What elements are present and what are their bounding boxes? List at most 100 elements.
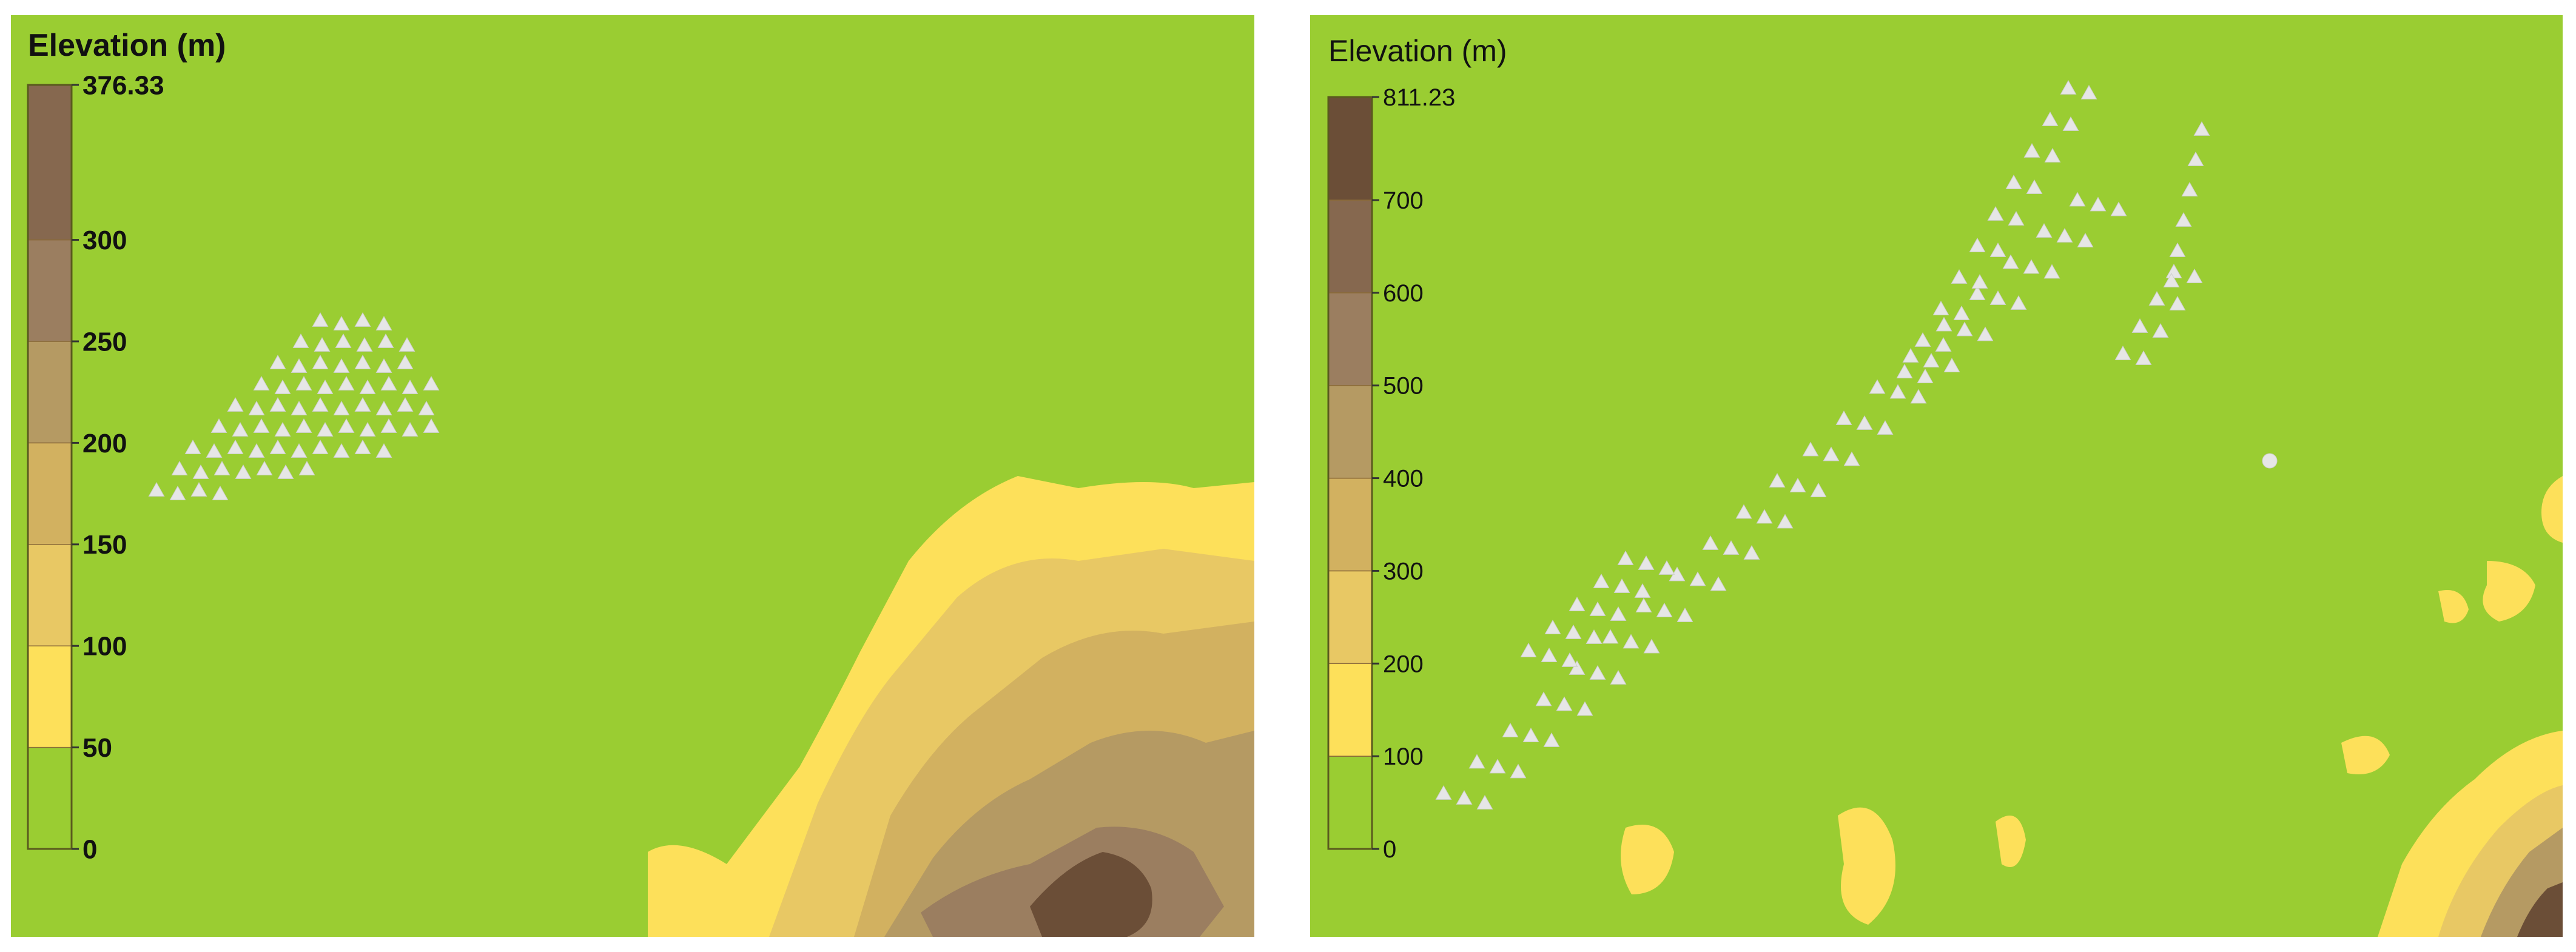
turbine-marker [1593, 573, 1610, 588]
turbine-marker [1602, 629, 1619, 644]
turbine-marker [1589, 601, 1606, 616]
legend-swatch [1328, 384, 1373, 479]
turbine-marker [269, 354, 286, 369]
turbine-marker [212, 485, 229, 500]
turbine-marker [354, 354, 371, 369]
turbine-markers [148, 312, 440, 500]
elevation-zone-100-200 [1621, 825, 1674, 894]
turbine-marker [269, 397, 286, 412]
turbine-marker [356, 337, 373, 352]
turbine-marker [312, 397, 329, 412]
elevation-zone-100-200 [2483, 561, 2535, 622]
turbine-marker [2060, 79, 2077, 95]
turbine-marker [377, 333, 394, 348]
turbine-marker [274, 379, 291, 394]
turbine-marker [1823, 446, 1840, 461]
turbine-marker [291, 443, 308, 458]
turbine-marker [1456, 789, 1473, 805]
turbine-marker [1589, 665, 1606, 680]
turbine-marker [171, 460, 188, 475]
turbine-marker [2114, 345, 2131, 360]
elevation-zone-high [2517, 882, 2563, 937]
turbine-marker [1489, 759, 1506, 774]
elevation-zone-100-200 [1838, 807, 1895, 925]
turbine-marker [1569, 596, 1586, 611]
turbine-marker [2080, 84, 2097, 99]
turbine-marker [1565, 624, 1582, 639]
turbine-marker [214, 460, 230, 475]
legend-tick-label: 200 [1383, 651, 1424, 677]
turbine-marker [277, 464, 294, 479]
legend-tick-label: 50 [82, 733, 112, 763]
turbine-marker [1869, 379, 1886, 394]
legend-swatch [1328, 96, 1373, 201]
legend-swatch [27, 544, 72, 646]
turbine-marker [312, 354, 329, 369]
turbine-marker [2042, 111, 2059, 126]
turbine-marker [192, 464, 209, 479]
turbine-marker [210, 418, 227, 433]
turbine-marker [380, 418, 397, 433]
turbine-marker [399, 337, 415, 352]
legend-swatch [1328, 570, 1373, 665]
turbine-marker [1656, 602, 1673, 617]
turbine-marker [375, 443, 392, 458]
turbine-marker [1935, 337, 1952, 352]
turbine-marker [333, 358, 350, 373]
turbine-marker [253, 418, 270, 433]
turbine-marker [2002, 254, 2019, 269]
turbine-marker [338, 375, 355, 391]
turbine-marker [2169, 242, 2186, 257]
elevation-zone-100-200 [2541, 476, 2563, 543]
turbine-marker [1610, 606, 1627, 621]
elevation-zone-100-200 [1996, 816, 2026, 867]
turbine-marker [1710, 576, 1727, 591]
turbine-marker [333, 400, 350, 415]
turbine-marker [292, 333, 309, 348]
legend-tick-label: 100 [82, 632, 127, 662]
legend-swatch [1328, 477, 1373, 572]
right-map-panel: 811.23 700 600 500 400 300 200 100 0 Elevation (… [1310, 15, 2563, 937]
legend-swatch [1328, 756, 1373, 850]
turbine-marker [2069, 192, 2086, 207]
turbine-marker [2077, 232, 2094, 247]
turbine-marker [1769, 472, 1786, 488]
turbine-marker [1569, 660, 1586, 675]
turbine-marker [1617, 550, 1634, 565]
turbine-marker [2110, 201, 2127, 216]
turbine-marker [248, 443, 265, 458]
legend-tick-label: 811.23 [1383, 84, 1455, 111]
legend-tick-label: 0 [82, 834, 97, 864]
turbine-marker [1802, 441, 1819, 457]
turbine-marker [359, 421, 376, 437]
turbine-marker [317, 379, 334, 394]
elevation-zone-300-376 [1030, 852, 1152, 937]
turbine-marker [253, 375, 270, 391]
turbine-marker [354, 439, 371, 454]
turbine-marker [1556, 696, 1573, 711]
legend-swatch [27, 341, 72, 444]
turbine-marker [2056, 227, 2073, 243]
turbine-marker [1917, 368, 1934, 383]
turbine-marker [1522, 727, 1539, 742]
turbine-marker [359, 379, 376, 394]
turbine-marker [1989, 290, 2006, 305]
turbine-marker [312, 312, 329, 327]
right-map: 811.23 700 600 500 400 300 200 100 0 [1327, 79, 2563, 937]
map-point-marker [2262, 453, 2278, 469]
elevation-zone-100-200 [2438, 590, 2469, 623]
turbine-marker [418, 400, 435, 415]
turbine-marker [235, 464, 252, 479]
turbine-marker [375, 315, 392, 330]
turbine-marker [338, 418, 355, 433]
legend-frame [1327, 96, 1373, 850]
legend-title: Elevation (m) [28, 28, 226, 63]
legend-tick-label: 500 [1383, 373, 1424, 400]
turbine-marker [2152, 323, 2169, 338]
turbine-marker [1676, 607, 1693, 622]
turbine-marker [380, 375, 397, 391]
turbine-marker [1723, 540, 1740, 555]
legend-tick-label: 400 [1383, 466, 1424, 492]
turbine-marker [1638, 555, 1655, 570]
turbine-marker [1835, 410, 1852, 425]
